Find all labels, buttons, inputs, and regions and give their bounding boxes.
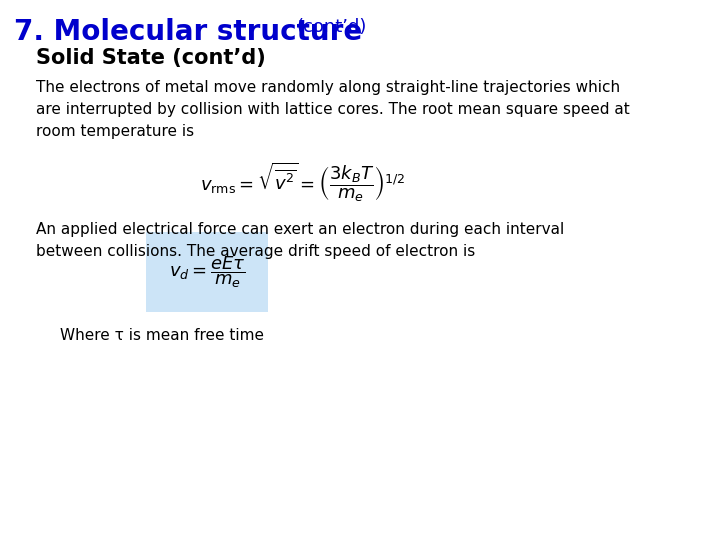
Text: $v_d = \dfrac{eE\tau}{m_e}$: $v_d = \dfrac{eE\tau}{m_e}$ [168, 254, 246, 290]
Text: (cont’d): (cont’d) [296, 18, 366, 36]
Text: 7. Molecular structure: 7. Molecular structure [14, 18, 362, 46]
Text: Where τ is mean free time: Where τ is mean free time [60, 328, 264, 343]
Text: Solid State (cont’d): Solid State (cont’d) [36, 48, 266, 68]
Text: The electrons of metal move randomly along straight-line trajectories which
are : The electrons of metal move randomly alo… [36, 80, 630, 139]
Text: An applied electrical force can exert an electron during each interval
between c: An applied electrical force can exert an… [36, 222, 564, 259]
Text: $v_{\mathrm{rms}} = \sqrt{\overline{v^2}} = \left(\dfrac{3k_B T}{m_e}\right)^{1/: $v_{\mathrm{rms}} = \sqrt{\overline{v^2}… [200, 160, 405, 204]
FancyBboxPatch shape [146, 232, 268, 312]
